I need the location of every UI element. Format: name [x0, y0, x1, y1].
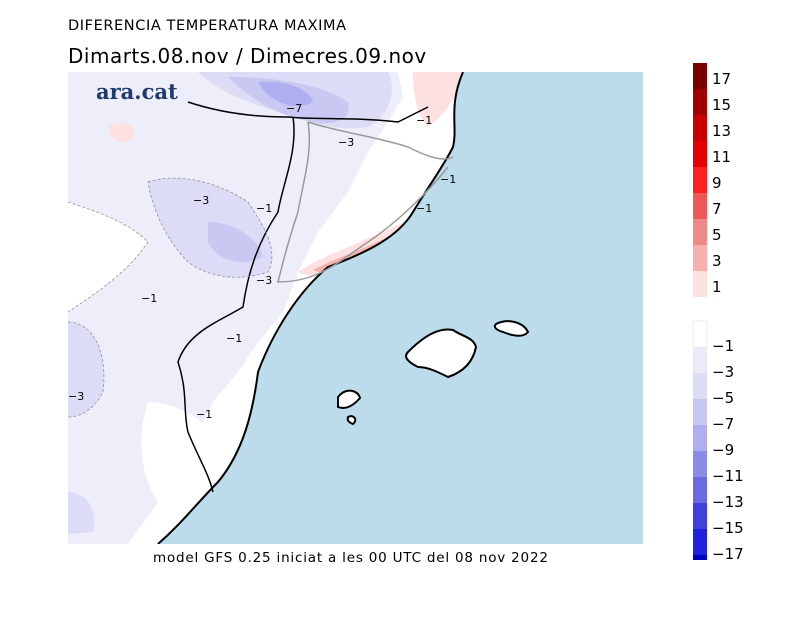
contour-fill-minus5	[208, 222, 263, 262]
legend-label: 5	[712, 226, 722, 244]
legend-label: −7	[712, 415, 734, 433]
legend-swatch	[693, 477, 707, 503]
ara-cat-logo: ara.cat	[96, 79, 178, 104]
legend-label: −17	[712, 545, 744, 560]
legend-negative-scale: −1 −3 −5 −7 −9 −11 −13 −15 −17	[692, 320, 744, 560]
contour-fill-plus1	[298, 217, 417, 277]
model-footer: model GFS 0.25 iniciat a les 00 UTC del …	[153, 550, 549, 566]
contour-label: −3	[68, 390, 84, 403]
legend-label: −1	[712, 337, 734, 355]
legend-swatch	[693, 193, 707, 219]
legend-swatch	[693, 219, 707, 245]
legend-swatch	[693, 167, 707, 193]
contour-label: −1	[416, 114, 432, 127]
border-line-secondary	[307, 121, 454, 160]
legend-swatch	[692, 320, 708, 348]
contour-fill-minus7	[258, 81, 313, 106]
contour-white-gap	[68, 202, 148, 312]
color-legend: 17 15 13 11 9 7 5 3 1 −1 −3 −5 −7 −9 −11 −13 −15 −17	[692, 63, 744, 560]
temperature-map: −7 −3 −1 −1 −3 −1 −1 −3 −1 −1 −3 −1 ara.…	[68, 72, 643, 544]
legend-label: 13	[712, 122, 731, 140]
contour-fill-minus3	[68, 492, 95, 534]
legend-label: 1	[712, 278, 722, 296]
island-formentera	[346, 415, 357, 426]
legend-label: −5	[712, 389, 734, 407]
contour-fill-plus1	[413, 72, 463, 127]
contour-label: −3	[193, 194, 209, 207]
contour-label: −1	[226, 332, 242, 345]
legend-swatch	[693, 63, 707, 89]
legend-swatch	[693, 245, 707, 271]
legend-label: 3	[712, 252, 722, 270]
legend-label: −9	[712, 441, 734, 459]
legend-label: −15	[712, 519, 744, 537]
island-eivissa	[337, 389, 362, 409]
legend-swatch	[693, 399, 707, 425]
map-title: DIFERENCIA TEMPERATURA MAXIMA	[68, 18, 347, 34]
contour-label: −3	[256, 274, 272, 287]
contour-white-gap	[141, 402, 218, 502]
contour-line	[68, 321, 105, 418]
legend-label: 7	[712, 200, 722, 218]
legend-swatch	[693, 425, 707, 451]
sea-area	[158, 72, 643, 544]
contour-line	[68, 201, 149, 313]
legend-swatch	[693, 115, 707, 141]
legend-label: 11	[712, 148, 731, 166]
contour-fill-minus3	[68, 322, 104, 417]
contour-label: −1	[416, 202, 432, 215]
legend-swatch	[693, 271, 707, 297]
legend-swatch	[693, 89, 707, 115]
map-subtitle: Dimarts.08.nov / Dimecres.09.nov	[68, 44, 427, 68]
border-line-secondary	[277, 121, 449, 283]
border-line	[177, 116, 295, 493]
legend-swatch	[693, 529, 707, 555]
legend-label: 9	[712, 174, 722, 192]
legend-swatch	[693, 503, 707, 529]
legend-swatch	[693, 373, 707, 399]
legend-swatch	[693, 347, 707, 373]
contour-line	[147, 177, 273, 278]
contour-label: −7	[286, 102, 302, 115]
legend-label: −13	[712, 493, 744, 511]
legend-swatch	[693, 451, 707, 477]
contour-label: −1	[256, 202, 272, 215]
island-menorca	[493, 320, 530, 337]
legend-positive-scale: 17 15 13 11 9 7 5 3 1	[693, 63, 731, 297]
legend-swatch	[693, 555, 707, 560]
legend-label: 17	[712, 70, 731, 88]
legend-swatch	[693, 141, 707, 167]
legend-label: −3	[712, 363, 734, 381]
contour-label: −1	[196, 408, 212, 421]
border-line	[187, 101, 429, 123]
legend-label: −11	[712, 467, 744, 485]
contour-fill-plus1	[108, 122, 134, 143]
contour-label: −1	[440, 173, 456, 186]
contour-fill-plus3	[313, 224, 409, 273]
island-mallorca	[405, 328, 478, 379]
contour-label: −1	[141, 292, 157, 305]
legend-label: 15	[712, 96, 731, 114]
contour-label: −3	[338, 136, 354, 149]
